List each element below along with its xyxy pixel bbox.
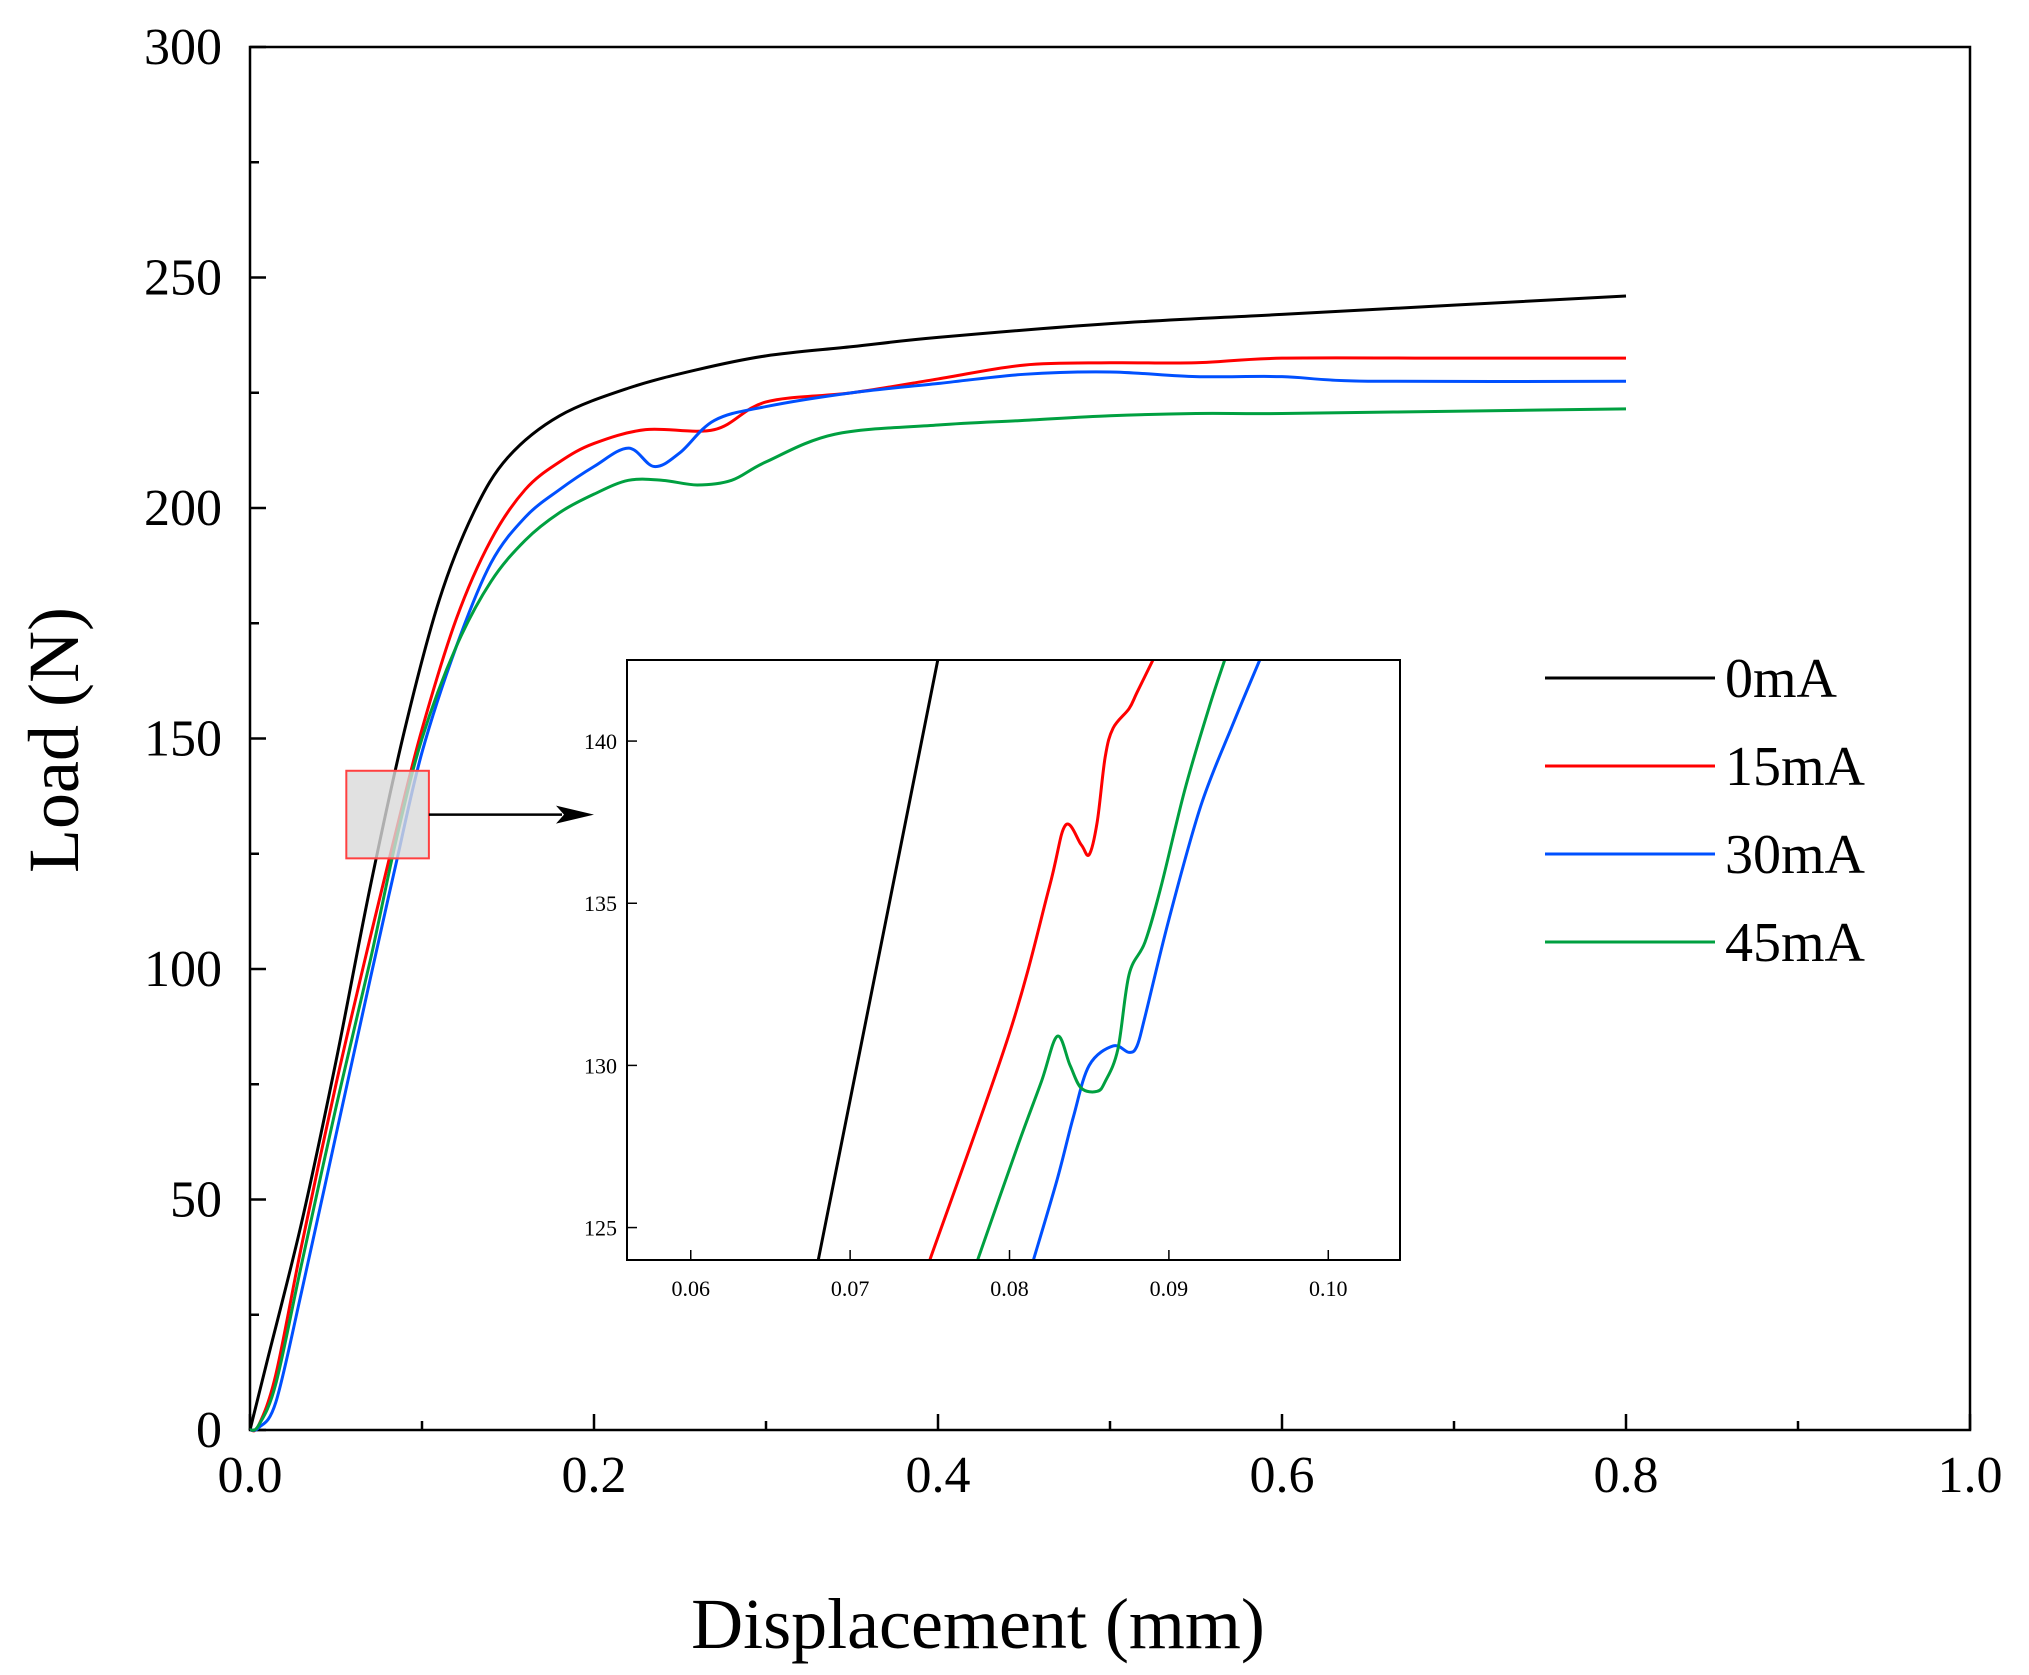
y-tick-label: 150 xyxy=(144,711,222,768)
x-tick-label: 0.2 xyxy=(562,1447,627,1504)
main-plot: 0.0 0.2 0.4 0.6 0.8 1.0 0 50 100 150 200 250 300 xyxy=(144,19,2003,1504)
legend-item-30mA: 30mA xyxy=(1545,824,1866,886)
y-tick-label: 250 xyxy=(144,250,222,307)
inset-series-line-45mA xyxy=(976,660,1227,1260)
x-tick-label: 0.6 xyxy=(1250,1447,1315,1504)
legend-item-45mA: 45mA xyxy=(1545,912,1866,974)
x-axis-title: Displacement (mm) xyxy=(691,1584,1265,1664)
zoom-arrow xyxy=(428,805,594,824)
y-tick-label: 300 xyxy=(144,19,222,76)
inset-x-tick-label: 0.09 xyxy=(1150,1276,1189,1301)
series-line-45mA xyxy=(249,407,1627,1432)
inset-series-line-15mA xyxy=(928,660,1155,1260)
inset-y-tick-label: 135 xyxy=(584,891,617,916)
legend-label: 15mA xyxy=(1725,736,1866,798)
y-tick-label: 0 xyxy=(196,1402,222,1459)
inset-y-tick-label: 130 xyxy=(584,1053,617,1078)
legend-item-15mA: 15mA xyxy=(1545,736,1866,798)
zoom-arrow-head xyxy=(556,805,594,824)
inset-background xyxy=(627,660,1400,1260)
x-tick-label: 0.0 xyxy=(218,1447,283,1504)
main-axis-ticks xyxy=(248,45,1972,1432)
inset-axis-ticks xyxy=(627,740,1330,1260)
y-tick-labels: 0 50 100 150 200 250 300 xyxy=(144,19,222,1459)
inset-series-line-0mA xyxy=(816,660,940,1260)
series-line-15mA xyxy=(249,356,1626,1433)
legend: 0mA 15mA 30mA 45mA xyxy=(1545,648,1866,974)
x-tick-label: 1.0 xyxy=(1938,1447,2003,1504)
inset-y-tick-label: 125 xyxy=(584,1216,617,1241)
y-tick-label: 100 xyxy=(144,941,222,998)
inset-x-tick-label: 0.10 xyxy=(1309,1276,1348,1301)
x-tick-labels: 0.0 0.2 0.4 0.6 0.8 1.0 xyxy=(218,1447,2003,1504)
zoom-region-box xyxy=(345,769,430,860)
y-tick-label: 200 xyxy=(144,480,222,537)
x-tick-label: 0.4 xyxy=(906,1447,971,1504)
series-line-0mA xyxy=(248,294,1627,1431)
inset-plot-frame xyxy=(626,659,1401,1261)
inset-plot: 0.06 0.07 0.08 0.09 0.10 125 130 135 140 xyxy=(584,659,1401,1301)
inset-y-tick-labels: 125 130 135 140 xyxy=(584,729,617,1240)
inset-x-tick-label: 0.08 xyxy=(990,1276,1029,1301)
x-tick-label: 0.8 xyxy=(1594,1447,1659,1504)
y-tick-label: 50 xyxy=(170,1172,222,1229)
inset-x-tick-label: 0.06 xyxy=(672,1276,711,1301)
legend-item-0mA: 0mA xyxy=(1545,648,1838,710)
series-line-30mA xyxy=(249,370,1627,1432)
legend-label: 45mA xyxy=(1725,912,1866,974)
inset-x-tick-labels: 0.06 0.07 0.08 0.09 0.10 xyxy=(672,1276,1348,1301)
y-axis-title: Load (N) xyxy=(14,607,94,873)
legend-label: 0mA xyxy=(1725,648,1838,710)
inset-x-tick-label: 0.07 xyxy=(831,1276,870,1301)
inset-series-lines xyxy=(816,660,1262,1260)
main-series-lines xyxy=(248,294,1627,1433)
inset-y-tick-label: 140 xyxy=(584,729,617,754)
legend-label: 30mA xyxy=(1725,824,1866,886)
inset-series-line-30mA xyxy=(1031,660,1262,1260)
